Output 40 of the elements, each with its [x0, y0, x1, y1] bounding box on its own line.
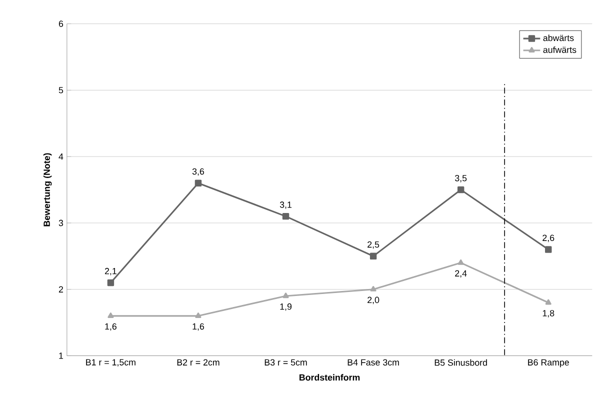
y-tick-label: 2	[58, 286, 63, 292]
point	[282, 292, 289, 298]
y-tick-label: 5	[58, 86, 64, 94]
data-label: 2,4	[455, 270, 467, 278]
y-tick-label: 3	[58, 220, 64, 226]
y-tick-label: 4	[58, 153, 64, 160]
data-label: 1,6	[105, 323, 116, 331]
point	[457, 186, 464, 193]
point	[545, 299, 552, 305]
point	[370, 286, 376, 292]
point	[108, 312, 114, 318]
data-label: 3,1	[280, 201, 292, 209]
y-tick-label: 6	[58, 20, 64, 27]
data-label: 3,6	[192, 168, 204, 176]
y-tick-label: 1	[59, 352, 64, 359]
y-axis-title: Bewertung (Note)	[43, 153, 52, 226]
data-label: 3,5	[455, 174, 467, 182]
point	[545, 246, 552, 253]
data-label: 2,6	[542, 234, 554, 242]
x-tick-label: B1 r = 1,5cm	[86, 359, 136, 366]
point	[194, 180, 202, 186]
legend-label: abwärts	[543, 34, 574, 41]
point	[195, 312, 202, 318]
legend-label: aufwärts	[543, 46, 576, 53]
data-label: 1,9	[280, 303, 292, 311]
point	[370, 252, 377, 260]
x-tick-label: B2 r = 2cm	[177, 359, 220, 366]
point	[282, 212, 290, 220]
data-label: 1,6	[192, 323, 204, 331]
x-axis-title: Bordsteinform	[300, 374, 360, 380]
x-tick-label: B6 Rampe	[528, 359, 569, 368]
x-tick-label: B5 Sinusbord	[434, 359, 487, 366]
data-label: 2,0	[368, 296, 380, 304]
data-label: 1,8	[542, 310, 554, 318]
data-label: 2,5	[368, 241, 380, 249]
x-tick-label: B4 Fase 3cm	[348, 359, 399, 366]
point	[458, 259, 464, 265]
data-label: 2,1	[104, 268, 116, 276]
point	[107, 279, 114, 286]
x-tick-label: B3 r = 5cm	[264, 359, 307, 366]
